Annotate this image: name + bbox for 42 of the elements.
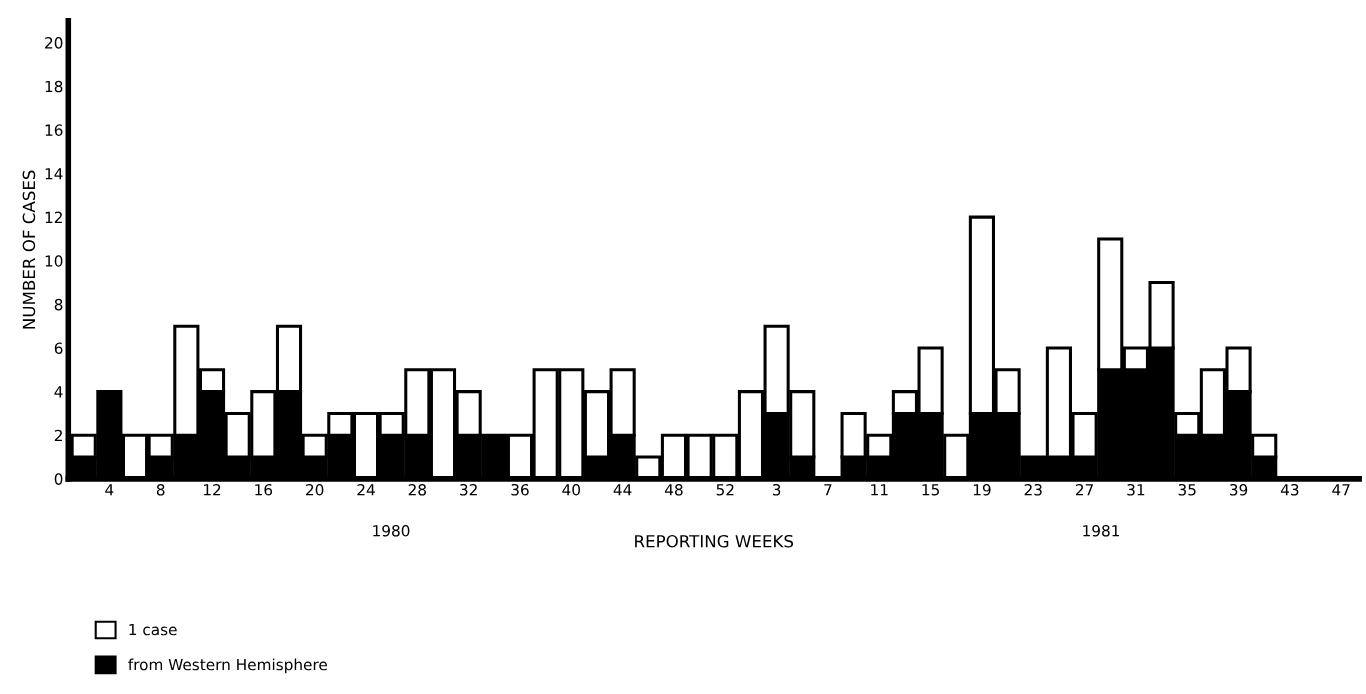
x-tick-label: 19	[973, 483, 991, 496]
legend-label: 1 case	[129, 623, 177, 636]
x-tick-label: 28	[408, 483, 426, 496]
text: 1981	[1083, 524, 1120, 537]
x-tick-label: 43	[1280, 483, 1299, 496]
y-tick-label: 12	[45, 211, 62, 223]
x-tick-label: 24	[357, 483, 375, 496]
x-tick-label: 8	[156, 483, 165, 496]
x-tick-label: 36	[511, 483, 529, 496]
x-tick-label: 20	[306, 483, 324, 496]
y-tick-label: 10	[45, 255, 63, 267]
y-tick-label: 16	[45, 124, 63, 136]
x-tick-label: 32	[460, 483, 477, 496]
y-tick-label: 6	[54, 342, 63, 355]
x-tick-label: 35	[1178, 483, 1196, 496]
x-tick-label: 48	[664, 483, 683, 496]
y-tick-label: 8	[54, 298, 63, 311]
x-tick-label: 15	[922, 484, 939, 496]
x-tick-label: 7	[824, 484, 832, 496]
x-tick-label: 11	[871, 484, 888, 496]
x-tick-label: 52	[716, 483, 734, 496]
y-tick-label: 0	[54, 473, 63, 485]
x-tick-label: 3	[772, 483, 781, 496]
x-tick-label: 39	[1230, 483, 1248, 496]
x-tick-label: 27	[1075, 483, 1093, 496]
y-tick-label: 20	[45, 37, 63, 49]
x-tick-label: 12	[203, 483, 221, 496]
y-tick-label: 14	[45, 168, 63, 180]
x-tick-label: 44	[613, 484, 632, 496]
x-tick-label: 16	[255, 483, 273, 496]
x-tick-label: 40	[562, 483, 581, 496]
x-tick-label: 4	[105, 484, 114, 496]
legend-label: from Western Hemisphere	[128, 658, 327, 674]
text: 1980	[373, 524, 410, 537]
x-tick-label: 47	[1332, 484, 1350, 496]
y-tick-label: 4	[54, 386, 63, 398]
y-axis-title: NUMBER OF CASES	[22, 170, 36, 329]
y-tick-label: 2	[54, 429, 62, 442]
y-tick-label: 18	[45, 80, 63, 93]
x-tick-label: 23	[1024, 483, 1042, 496]
x-tick-label: 31	[1127, 483, 1145, 496]
x-axis-title: REPORTING WEEKS	[635, 534, 794, 548]
